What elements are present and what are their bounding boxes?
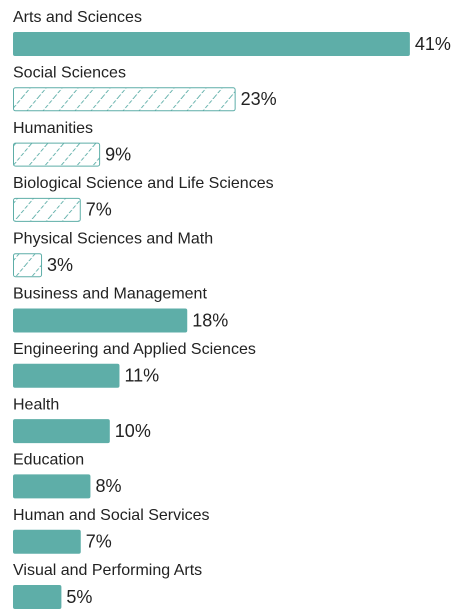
bar — [13, 197, 81, 222]
value-label: 7% — [86, 531, 112, 551]
bar — [13, 585, 62, 609]
category-label: Education — [13, 452, 84, 469]
category-label: Health — [13, 396, 59, 413]
category-label: Humanities — [13, 120, 93, 137]
bar — [13, 363, 120, 388]
category-label: Biological Science and Life Sciences — [13, 175, 274, 192]
category-label: Visual and Performing Arts — [13, 562, 202, 579]
value-label: 11% — [124, 366, 159, 386]
category-label: Human and Social Services — [13, 507, 210, 524]
value-label: 5% — [66, 587, 92, 607]
value-label: 7% — [86, 200, 112, 220]
value-label: 10% — [115, 421, 151, 441]
value-label: 8% — [95, 476, 121, 496]
bar — [13, 142, 101, 167]
bar — [13, 419, 110, 444]
bar — [13, 32, 410, 56]
category-label: Physical Sciences and Math — [13, 230, 213, 247]
category-label: Engineering and Applied Sciences — [13, 341, 256, 358]
value-label: 41% — [415, 34, 451, 54]
category-label: Business and Management — [13, 286, 207, 303]
category-label: Arts and Sciences — [13, 9, 142, 26]
value-label: 3% — [47, 255, 73, 275]
bar — [13, 87, 236, 112]
value-label: 18% — [192, 310, 228, 330]
bar — [13, 474, 91, 499]
bar — [13, 529, 81, 554]
bar — [13, 253, 43, 278]
category-label: Social Sciences — [13, 65, 126, 82]
value-label: 9% — [105, 144, 131, 164]
value-label: 23% — [241, 89, 277, 109]
bar — [13, 308, 188, 333]
